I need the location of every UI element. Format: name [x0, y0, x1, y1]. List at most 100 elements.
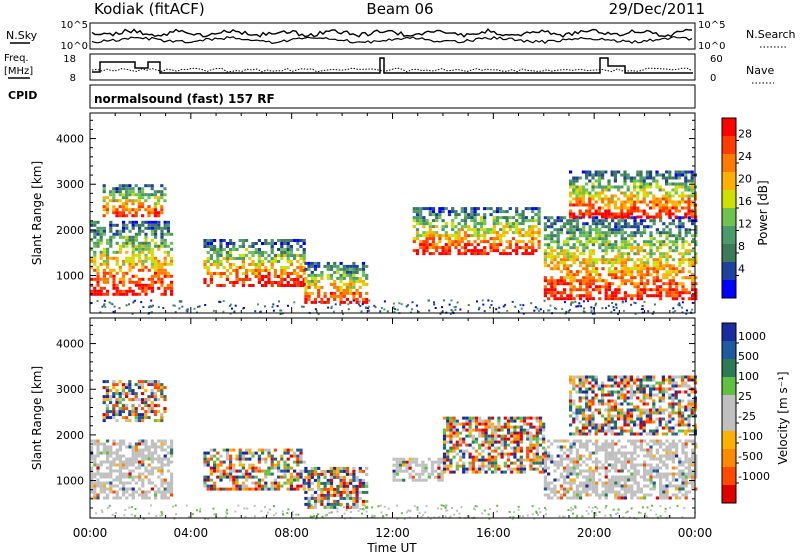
scatter-cell [502, 210, 506, 214]
scatter-cell [412, 240, 416, 244]
scatter-cell [128, 413, 132, 417]
scatter-cell [355, 496, 359, 500]
scatter-cell [232, 484, 236, 488]
scatter-cell [659, 496, 663, 500]
scatter-cell [134, 398, 138, 402]
scatter-cell [163, 241, 167, 245]
nsky-tick-top: 10^5 [61, 20, 88, 31]
scatter-cell [610, 194, 614, 198]
scatter-cell [607, 469, 611, 473]
scatter-cell [261, 478, 265, 482]
scatter-cell [630, 243, 634, 247]
scatter-cell [569, 203, 573, 207]
scatter-cell [398, 457, 403, 461]
scatter-cell [559, 496, 563, 500]
scatter-cell [203, 460, 207, 464]
scatter-cell [607, 258, 611, 262]
scatter-cell [339, 267, 343, 271]
scatter-cell [122, 493, 126, 497]
scatter-cell [674, 191, 678, 195]
scatter-cell [620, 270, 624, 274]
scatter-cell [668, 270, 672, 274]
scatter-cell [607, 197, 611, 201]
scatter-cell [569, 215, 573, 219]
scatter-cell [607, 304, 610, 307]
scatter-cell [304, 475, 308, 479]
scatter-cell [665, 439, 669, 443]
scatter-cell [238, 266, 242, 269]
scatter-cell [547, 309, 550, 312]
scatter-cell [96, 280, 100, 284]
scatter-cell [569, 442, 573, 446]
scatter-cell [446, 425, 450, 429]
scatter-cell [232, 269, 236, 272]
scatter-cell [209, 263, 213, 266]
scatter-cell [570, 301, 573, 304]
scatter-cell [569, 451, 573, 455]
scatter-cell [329, 478, 334, 482]
scatter-cell [212, 309, 215, 312]
scatter-cell [449, 431, 453, 435]
scatter-cell [611, 228, 615, 232]
scatter-cell [157, 262, 161, 266]
scatter-cell [225, 242, 229, 245]
scatter-cell [115, 259, 119, 263]
scatter-cell [304, 294, 308, 298]
scatter-cell [674, 182, 678, 186]
scatter-cell [465, 419, 469, 423]
scatter-cell [563, 261, 567, 265]
scatter-cell [604, 170, 608, 174]
scatter-cell [160, 439, 164, 443]
scatter-cell [134, 244, 138, 248]
scatter-cell [293, 254, 297, 257]
scatter-cell [604, 484, 608, 488]
scatter-cell [668, 212, 672, 216]
scatter-cell [419, 216, 423, 220]
scatter-cell [277, 463, 281, 467]
scatter-cell [447, 213, 452, 217]
scatter-cell [659, 267, 663, 271]
scatter-cell [134, 407, 138, 411]
scatter-cell [652, 276, 656, 280]
scatter-cell [352, 267, 356, 271]
scatter-cell [633, 493, 637, 497]
scatter-cell [106, 448, 110, 452]
scatter-cell [251, 454, 255, 458]
scatter-cell [542, 425, 546, 429]
scatter-cell [495, 210, 500, 214]
scatter-cell [519, 455, 523, 459]
noise-frame [89, 22, 696, 50]
scatter-cell [326, 264, 330, 268]
scatter-cell [572, 496, 576, 500]
scatter-cell [674, 170, 678, 174]
scatter-cell [451, 310, 454, 313]
scatter-cell [415, 210, 420, 214]
scatter-cell [125, 404, 129, 408]
scatter-cell [206, 257, 210, 260]
scatter-cell [157, 454, 161, 458]
scatter-cell [296, 457, 300, 461]
scatter-cell [649, 237, 653, 241]
scatter-cell [109, 274, 113, 278]
scatter-cell [613, 194, 617, 198]
scatter-cell [367, 307, 369, 310]
scatter-cell [245, 278, 249, 281]
scatter-cell [513, 437, 517, 441]
scatter-cell [452, 470, 456, 474]
scatter-cell [516, 446, 520, 450]
scatter-cell [102, 451, 106, 455]
scatter-cell [122, 229, 126, 233]
scatter-cell [524, 207, 528, 211]
scatter-cell [630, 282, 634, 286]
scatter-cell [317, 493, 321, 497]
scatter-cell [658, 209, 662, 213]
scatter-cell [553, 493, 557, 497]
scatter-cell [538, 470, 543, 474]
scatter-cell [627, 225, 631, 229]
scatter-cell [102, 442, 106, 446]
scatter-cell [611, 487, 615, 491]
scatter-cell [229, 251, 233, 254]
scatter-cell [623, 261, 627, 265]
scatter-cell [484, 425, 488, 429]
scatter-cell [620, 203, 624, 207]
